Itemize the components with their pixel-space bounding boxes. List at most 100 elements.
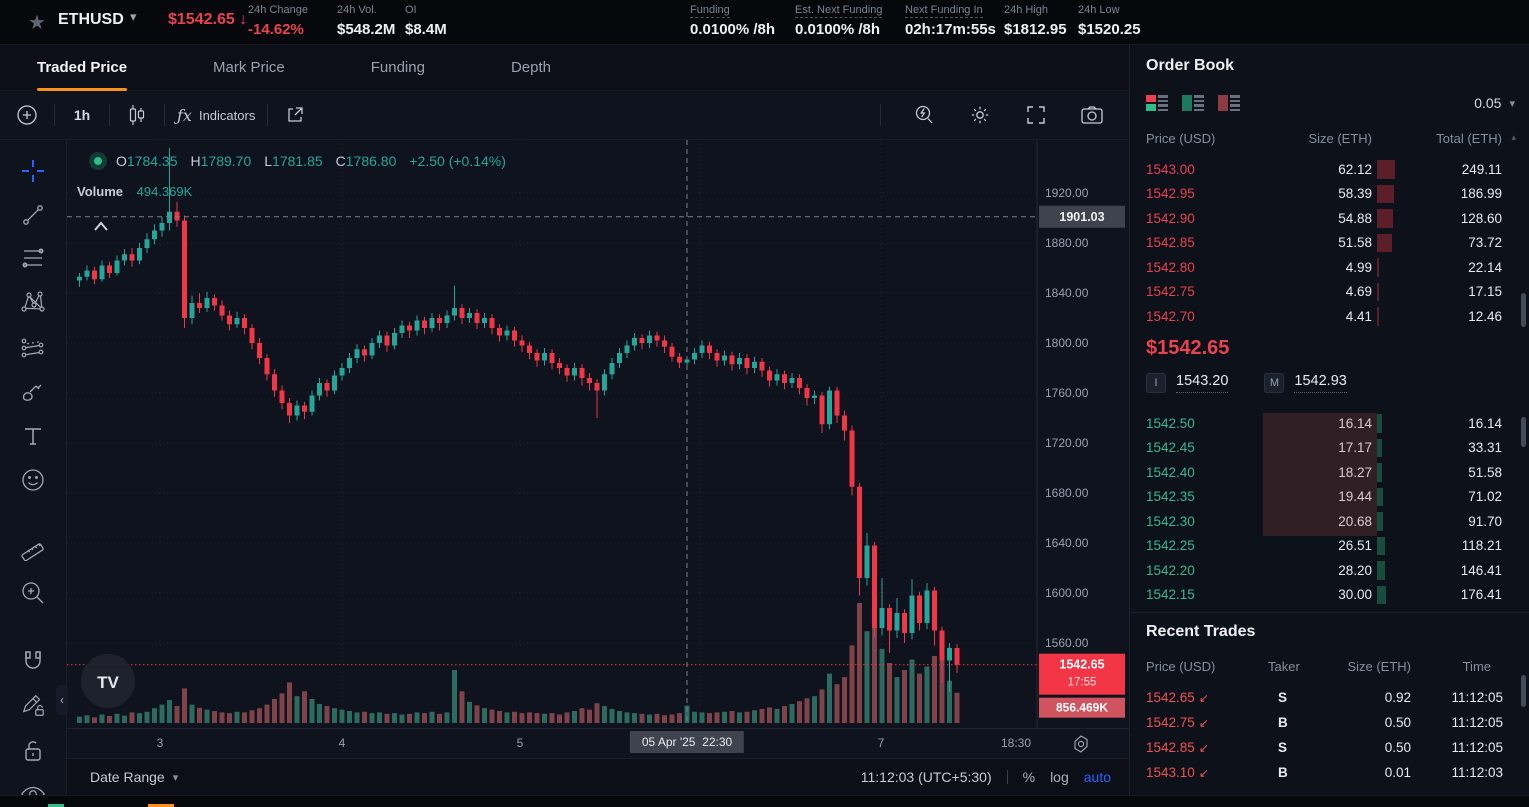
trade-row[interactable]: 1542.65 ↙ S 0.92 11:12:05 (1130, 685, 1529, 710)
scrollbar-thumb[interactable] (1521, 293, 1526, 327)
stat-oi: OI $8.4M (405, 4, 447, 38)
candle-style-button[interactable] (122, 100, 152, 130)
trade-size: 0.92 (1384, 690, 1411, 705)
chevron-down-icon: ▾ (1509, 97, 1515, 110)
chart-settings-button[interactable] (965, 100, 995, 130)
depth-bar (1377, 414, 1382, 433)
bid-row[interactable]: 1542.15 30.00 176.41 (1130, 583, 1529, 608)
lock-all-tool[interactable] (20, 738, 46, 764)
time-axis-settings-icon[interactable] (1071, 734, 1091, 754)
sort-triangle-icon[interactable]: ▴ (1511, 132, 1516, 142)
add-compare-button[interactable] (12, 100, 42, 130)
trade-row[interactable]: 1543.10 ↙ B 0.01 11:12:03 (1130, 760, 1529, 785)
xabcd-pattern-tool[interactable] (20, 289, 46, 315)
size-cell: 4.99 (1345, 259, 1372, 275)
tradingview-logo[interactable]: TV (81, 654, 135, 708)
price-chart[interactable]: TV 1920.00 1880.00 1840.00 1800.00 1760.00 172… (67, 140, 1129, 728)
depth-bar (1377, 184, 1394, 203)
percent-scale-button[interactable]: % (1022, 769, 1036, 785)
tab-funding[interactable]: Funding (370, 59, 425, 76)
fullscreen-button[interactable] (1021, 100, 1051, 130)
time-axis[interactable]: 05 Apr '25 22:30 3 4 5 7 18:30 (67, 728, 1129, 758)
trade-row[interactable]: 1542.75 ↙ B 0.50 11:12:05 (1130, 710, 1529, 735)
trend-line-tool[interactable] (20, 203, 46, 227)
hide-drawings-tool[interactable] (20, 783, 46, 795)
crosshair-tool[interactable] (20, 158, 46, 184)
symbol-chevron-down-icon[interactable]: ▾ (130, 9, 137, 24)
stat-24h-vol-: 24h Vol. $548.2M (337, 4, 396, 38)
scrollbar-thumb[interactable] (1521, 675, 1526, 707)
brush-tool[interactable] (20, 379, 46, 405)
chart-area[interactable]: O1784.35 H1789.70 L1781.85 C1786.80 +2.5… (67, 140, 1129, 728)
tab-mark-price[interactable]: Mark Price (213, 59, 285, 76)
ask-row[interactable]: 1542.95 58.39 186.99 (1130, 182, 1529, 207)
trade-list: 1542.65 ↙ S 0.92 11:12:05 1542.75 ↙ B 0.50 11:12:… (1130, 685, 1529, 785)
total-cell: 176.41 (1460, 587, 1502, 603)
stat-funding[interactable]: Funding 0.0100% /8h (690, 4, 776, 38)
crosshair-icon (22, 160, 44, 182)
ask-row[interactable]: 1542.75 4.69 17.15 (1130, 280, 1529, 305)
depth-bar (1377, 258, 1379, 277)
open-external-button[interactable] (280, 100, 310, 130)
favorite-star-icon[interactable]: ★ (28, 12, 46, 34)
drawing-lock-tool[interactable] (20, 693, 46, 719)
view-both-sides-icon[interactable] (1146, 95, 1168, 111)
price-tick-label: 1600.00 (1045, 586, 1089, 600)
magnet-tool[interactable] (20, 648, 46, 674)
mark-price[interactable]: 1542.93 (1294, 373, 1347, 393)
total-cell: 17.15 (1468, 284, 1502, 300)
change-value: +2.50 (+0.14%) (409, 153, 506, 169)
ask-row[interactable]: 1542.80 4.99 22.14 (1130, 255, 1529, 280)
eye-icon (21, 786, 45, 795)
ask-row[interactable]: 1542.85 51.58 73.72 (1130, 231, 1529, 256)
bid-row[interactable]: 1542.30 20.68 91.70 (1130, 509, 1529, 534)
bid-row[interactable]: 1542.40 18.27 51.58 (1130, 460, 1529, 485)
interval-button[interactable]: 1h (73, 107, 91, 123)
quick-search-icon (915, 105, 933, 124)
measure-tool[interactable] (20, 535, 46, 561)
stat-24h-high: 24h High $1812.95 (1004, 4, 1067, 38)
view-bids-only-icon[interactable] (1182, 95, 1204, 111)
depth-bar (1377, 463, 1383, 482)
projection-tool[interactable] (20, 334, 46, 360)
view-asks-only-icon[interactable] (1218, 95, 1240, 111)
emoji-tool[interactable] (20, 467, 46, 493)
auto-scale-button[interactable]: auto (1083, 769, 1111, 785)
screenshot-button[interactable] (1077, 100, 1107, 130)
series-dot-icon[interactable] (89, 152, 107, 170)
ask-row[interactable]: 1543.00 62.12 249.11 (1130, 157, 1529, 182)
price-axis[interactable]: 1920.00 1880.00 1840.00 1800.00 1760.00 1720.… (1045, 186, 1089, 650)
stat-next-funding-in[interactable]: Next Funding In 02h:17m:55s (905, 4, 996, 38)
trade-direction-down-icon: ↙ (1198, 741, 1209, 755)
stat-est-next-funding[interactable]: Est. Next Funding 0.0100% /8h (795, 4, 883, 38)
bid-row[interactable]: 1542.20 28.20 146.41 (1130, 558, 1529, 583)
bid-row[interactable]: 1542.35 19.44 71.02 (1130, 485, 1529, 510)
date-range-button[interactable]: Date Range ▾ (90, 769, 179, 785)
fib-retracement-tool[interactable] (20, 246, 46, 270)
bid-row[interactable]: 1542.50 16.14 16.14 (1130, 411, 1529, 436)
tab-traded-price[interactable]: Traded Price (37, 45, 128, 91)
zoom-in-tool[interactable] (20, 580, 46, 606)
chart-toolbar: 1h ƒx Indicators (0, 91, 1129, 140)
tab-depth[interactable]: Depth (510, 59, 551, 76)
symbol-name[interactable]: ETHUSD (58, 11, 124, 28)
order-book-header: Price (USD) Size (ETH) Total (ETH) ▴ (1146, 131, 1516, 146)
stat-24h-change: 24h Change -14.62% (248, 4, 308, 38)
quick-search-button[interactable] (909, 100, 939, 130)
ask-row[interactable]: 1542.70 4.41 12.46 (1130, 304, 1529, 329)
bid-row[interactable]: 1542.45 17.17 33.31 (1130, 436, 1529, 461)
toolbar-collapse-handle[interactable]: ‹ (56, 685, 68, 715)
depth-bar (1377, 585, 1386, 604)
scrollbar-thumb[interactable] (1521, 417, 1526, 447)
bid-row[interactable]: 1542.25 26.51 118.21 (1130, 534, 1529, 559)
precision-dropdown[interactable]: 0.05 ▾ (1474, 95, 1515, 111)
text-tool[interactable] (20, 424, 46, 448)
crosshair-price-tag (1039, 205, 1125, 228)
indicators-button[interactable]: ƒx Indicators (177, 105, 256, 125)
log-scale-button[interactable]: log (1050, 769, 1069, 785)
index-price[interactable]: 1543.20 (1176, 373, 1229, 393)
clock-text[interactable]: 11:12:03 (UTC+5:30) (860, 769, 992, 785)
trade-row[interactable]: 1542.85 ↙ S 0.50 11:12:05 (1130, 735, 1529, 760)
ask-row[interactable]: 1542.90 54.88 128.60 (1130, 206, 1529, 231)
price-tick-label: 1800.00 (1045, 336, 1089, 350)
